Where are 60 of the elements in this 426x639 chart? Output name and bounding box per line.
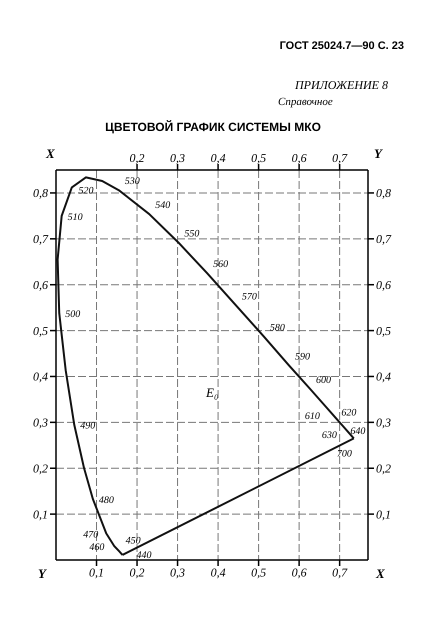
- y-tick-label: 0,8: [33, 186, 48, 200]
- annotation: 510: [68, 212, 83, 223]
- text: ГОСТ 25024.7—90 С. 23: [280, 40, 404, 52]
- y2-tick-label: 0,3: [376, 416, 391, 430]
- x-axis-title: X: [376, 566, 385, 582]
- x2-tick-label: 0,7: [332, 151, 348, 165]
- annotation: 620: [341, 408, 356, 419]
- annotation: 570: [242, 291, 257, 302]
- y-tick-label: 0,1: [33, 507, 48, 522]
- annotation: 700: [336, 448, 352, 460]
- y2-axis-title: Y: [374, 146, 382, 162]
- text: Справочное: [278, 96, 333, 108]
- annotation: 590: [294, 351, 310, 362]
- annotation: 520: [78, 185, 94, 196]
- x2-tick-label: 0,2: [130, 151, 145, 165]
- y-tick-label: 0,5: [33, 324, 48, 338]
- y2-tick-label: 0,7: [376, 232, 392, 246]
- y-tick-label: 0,2: [33, 461, 48, 476]
- annotation: 500: [65, 309, 80, 320]
- annotation: 550: [184, 228, 200, 240]
- x-tick-label: 0,2: [130, 566, 145, 580]
- annotation: 480: [98, 494, 114, 506]
- annotation: 530: [124, 176, 140, 188]
- chart-title: ЦВЕТОВОЙ ГРАФИК СИСТЕМЫ МКО: [104, 120, 322, 134]
- annotation: 610: [304, 410, 320, 422]
- x-tick-label: 0,3: [170, 566, 186, 580]
- annotation: 540: [155, 200, 170, 212]
- y2-tick-label: 0,6: [376, 278, 391, 292]
- x2-axis-title: X: [46, 146, 55, 162]
- annotation: 600: [316, 374, 332, 386]
- y2-tick-label: 0,5: [376, 324, 391, 338]
- annotation: E₀: [206, 385, 218, 401]
- y-tick-label: 0,7: [33, 232, 49, 246]
- y-tick-label: 0,4: [33, 370, 48, 384]
- x-tick-label: 0,6: [292, 566, 307, 580]
- x2-tick-label: 0,3: [170, 151, 186, 165]
- annotation: 630: [322, 430, 337, 442]
- annotation: 440: [136, 550, 152, 561]
- x2-tick-label: 0,4: [210, 151, 226, 165]
- annotation: 450: [126, 536, 141, 547]
- y2-tick-label: 0,2: [376, 461, 391, 476]
- y2-tick-label: 0,1: [376, 507, 391, 522]
- y-tick-label: 0,6: [33, 278, 48, 292]
- annotation: 640: [350, 426, 366, 438]
- y-tick-label: 0,3: [33, 416, 48, 430]
- y2-tick-label: 0,8: [376, 186, 391, 200]
- y2-tick-label: 0,4: [376, 370, 391, 384]
- annotation: 580: [270, 322, 285, 334]
- annotation: 490: [80, 420, 96, 432]
- annotation: 470: [83, 529, 98, 540]
- x2-tick-label: 0,6: [292, 151, 307, 165]
- x-tick-label: 0,5: [251, 566, 266, 580]
- x-tick-label: 0,7: [332, 566, 348, 580]
- annotation: 560: [213, 259, 228, 270]
- text: ПРИЛОЖЕНИЕ 8: [295, 78, 388, 93]
- x2-tick-label: 0,5: [251, 151, 266, 165]
- y-axis-title: Y: [38, 566, 46, 582]
- x-tick-label: 0,4: [210, 566, 226, 580]
- x-tick-label: 0,1: [89, 566, 104, 580]
- annotation: 460: [89, 542, 104, 554]
